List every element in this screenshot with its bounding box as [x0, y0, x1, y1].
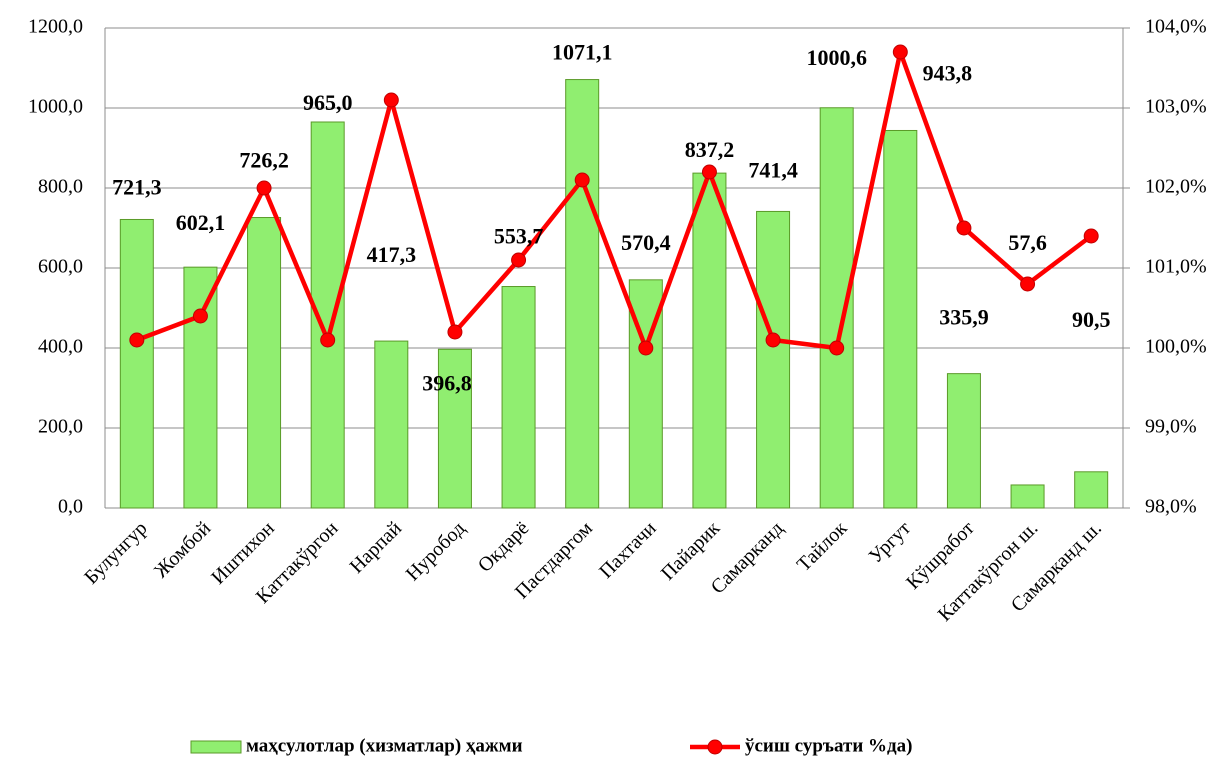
value-label: 741,4: [748, 157, 798, 182]
value-label: 553,7: [494, 224, 544, 249]
y-tick-label: 1200,0: [28, 16, 83, 38]
value-label: 417,3: [367, 242, 417, 267]
value-label: 335,9: [939, 305, 989, 330]
value-label: 1000,6: [806, 45, 867, 70]
line-marker: [511, 252, 527, 268]
y-tick-label: 800,0: [38, 176, 83, 198]
value-label: 726,2: [239, 148, 289, 173]
x-tick-label: Булунгур: [80, 517, 151, 588]
y-tick-label: 400,0: [38, 336, 83, 358]
line-marker: [1020, 276, 1036, 292]
bar: [119, 218, 154, 509]
line-marker: [383, 92, 399, 108]
y2-tick-label: 104,0%: [1145, 16, 1207, 38]
line-marker: [129, 332, 145, 348]
bar: [565, 79, 600, 509]
y-tick-label: 0,0: [58, 496, 83, 518]
bar: [437, 348, 472, 509]
value-label: 570,4: [621, 230, 671, 255]
y2-tick-label: 99,0%: [1145, 416, 1197, 438]
legend-swatch: [190, 740, 242, 754]
value-label: 1071,1: [552, 40, 613, 65]
line-marker: [892, 44, 908, 60]
legend-label: ўсиш суръати %да): [745, 735, 912, 756]
value-label: 965,0: [303, 90, 353, 115]
value-label: 943,8: [923, 61, 973, 86]
bar: [183, 266, 218, 509]
x-tick-label: Нуробод: [402, 517, 470, 585]
value-label: 57,6: [1008, 230, 1047, 255]
y2-tick-label: 102,0%: [1145, 176, 1207, 198]
y2-tick-label: 103,0%: [1145, 96, 1207, 118]
bar: [501, 286, 536, 509]
bar: [819, 107, 854, 509]
legend-swatch-marker: [707, 739, 723, 755]
bar: [883, 129, 918, 509]
y-tick-label: 600,0: [38, 256, 83, 278]
line-marker: [765, 332, 781, 348]
line-marker: [447, 324, 463, 340]
x-tick-label: Пахтачи: [595, 517, 661, 583]
x-tick-label: Ургут: [865, 517, 916, 568]
line-marker: [1083, 228, 1099, 244]
value-label: 721,3: [112, 175, 162, 200]
bar: [374, 340, 409, 509]
line-marker: [574, 172, 590, 188]
bar: [756, 210, 791, 509]
bar: [946, 373, 981, 509]
bar: [1074, 471, 1109, 509]
x-tick-label: Жомбой: [150, 517, 215, 582]
line-marker: [320, 332, 336, 348]
line-marker: [829, 340, 845, 356]
x-tick-label: Нарпай: [346, 517, 407, 578]
y2-tick-label: 98,0%: [1145, 496, 1197, 518]
value-label: 90,5: [1072, 307, 1111, 332]
line-marker: [638, 340, 654, 356]
y-tick-label: 1000,0: [28, 96, 83, 118]
line-marker: [192, 308, 208, 324]
bar: [692, 172, 727, 509]
bar: [1010, 484, 1045, 509]
line-marker: [956, 220, 972, 236]
value-label: 396,8: [422, 370, 472, 395]
y2-tick-label: 100,0%: [1145, 336, 1207, 358]
value-label: 602,1: [176, 210, 226, 235]
value-label: 837,2: [685, 137, 735, 162]
legend-label: маҳсулотлар (хизматлар) ҳажми: [246, 735, 523, 756]
line-marker: [256, 180, 272, 196]
x-tick-label: Окдарё: [474, 517, 534, 577]
line: [136, 49, 1093, 351]
y-tick-label: 200,0: [38, 416, 83, 438]
y2-tick-label: 101,0%: [1145, 256, 1207, 278]
x-tick-label: Тайлок: [793, 517, 852, 576]
bar: [247, 217, 282, 509]
line-marker: [701, 164, 717, 180]
